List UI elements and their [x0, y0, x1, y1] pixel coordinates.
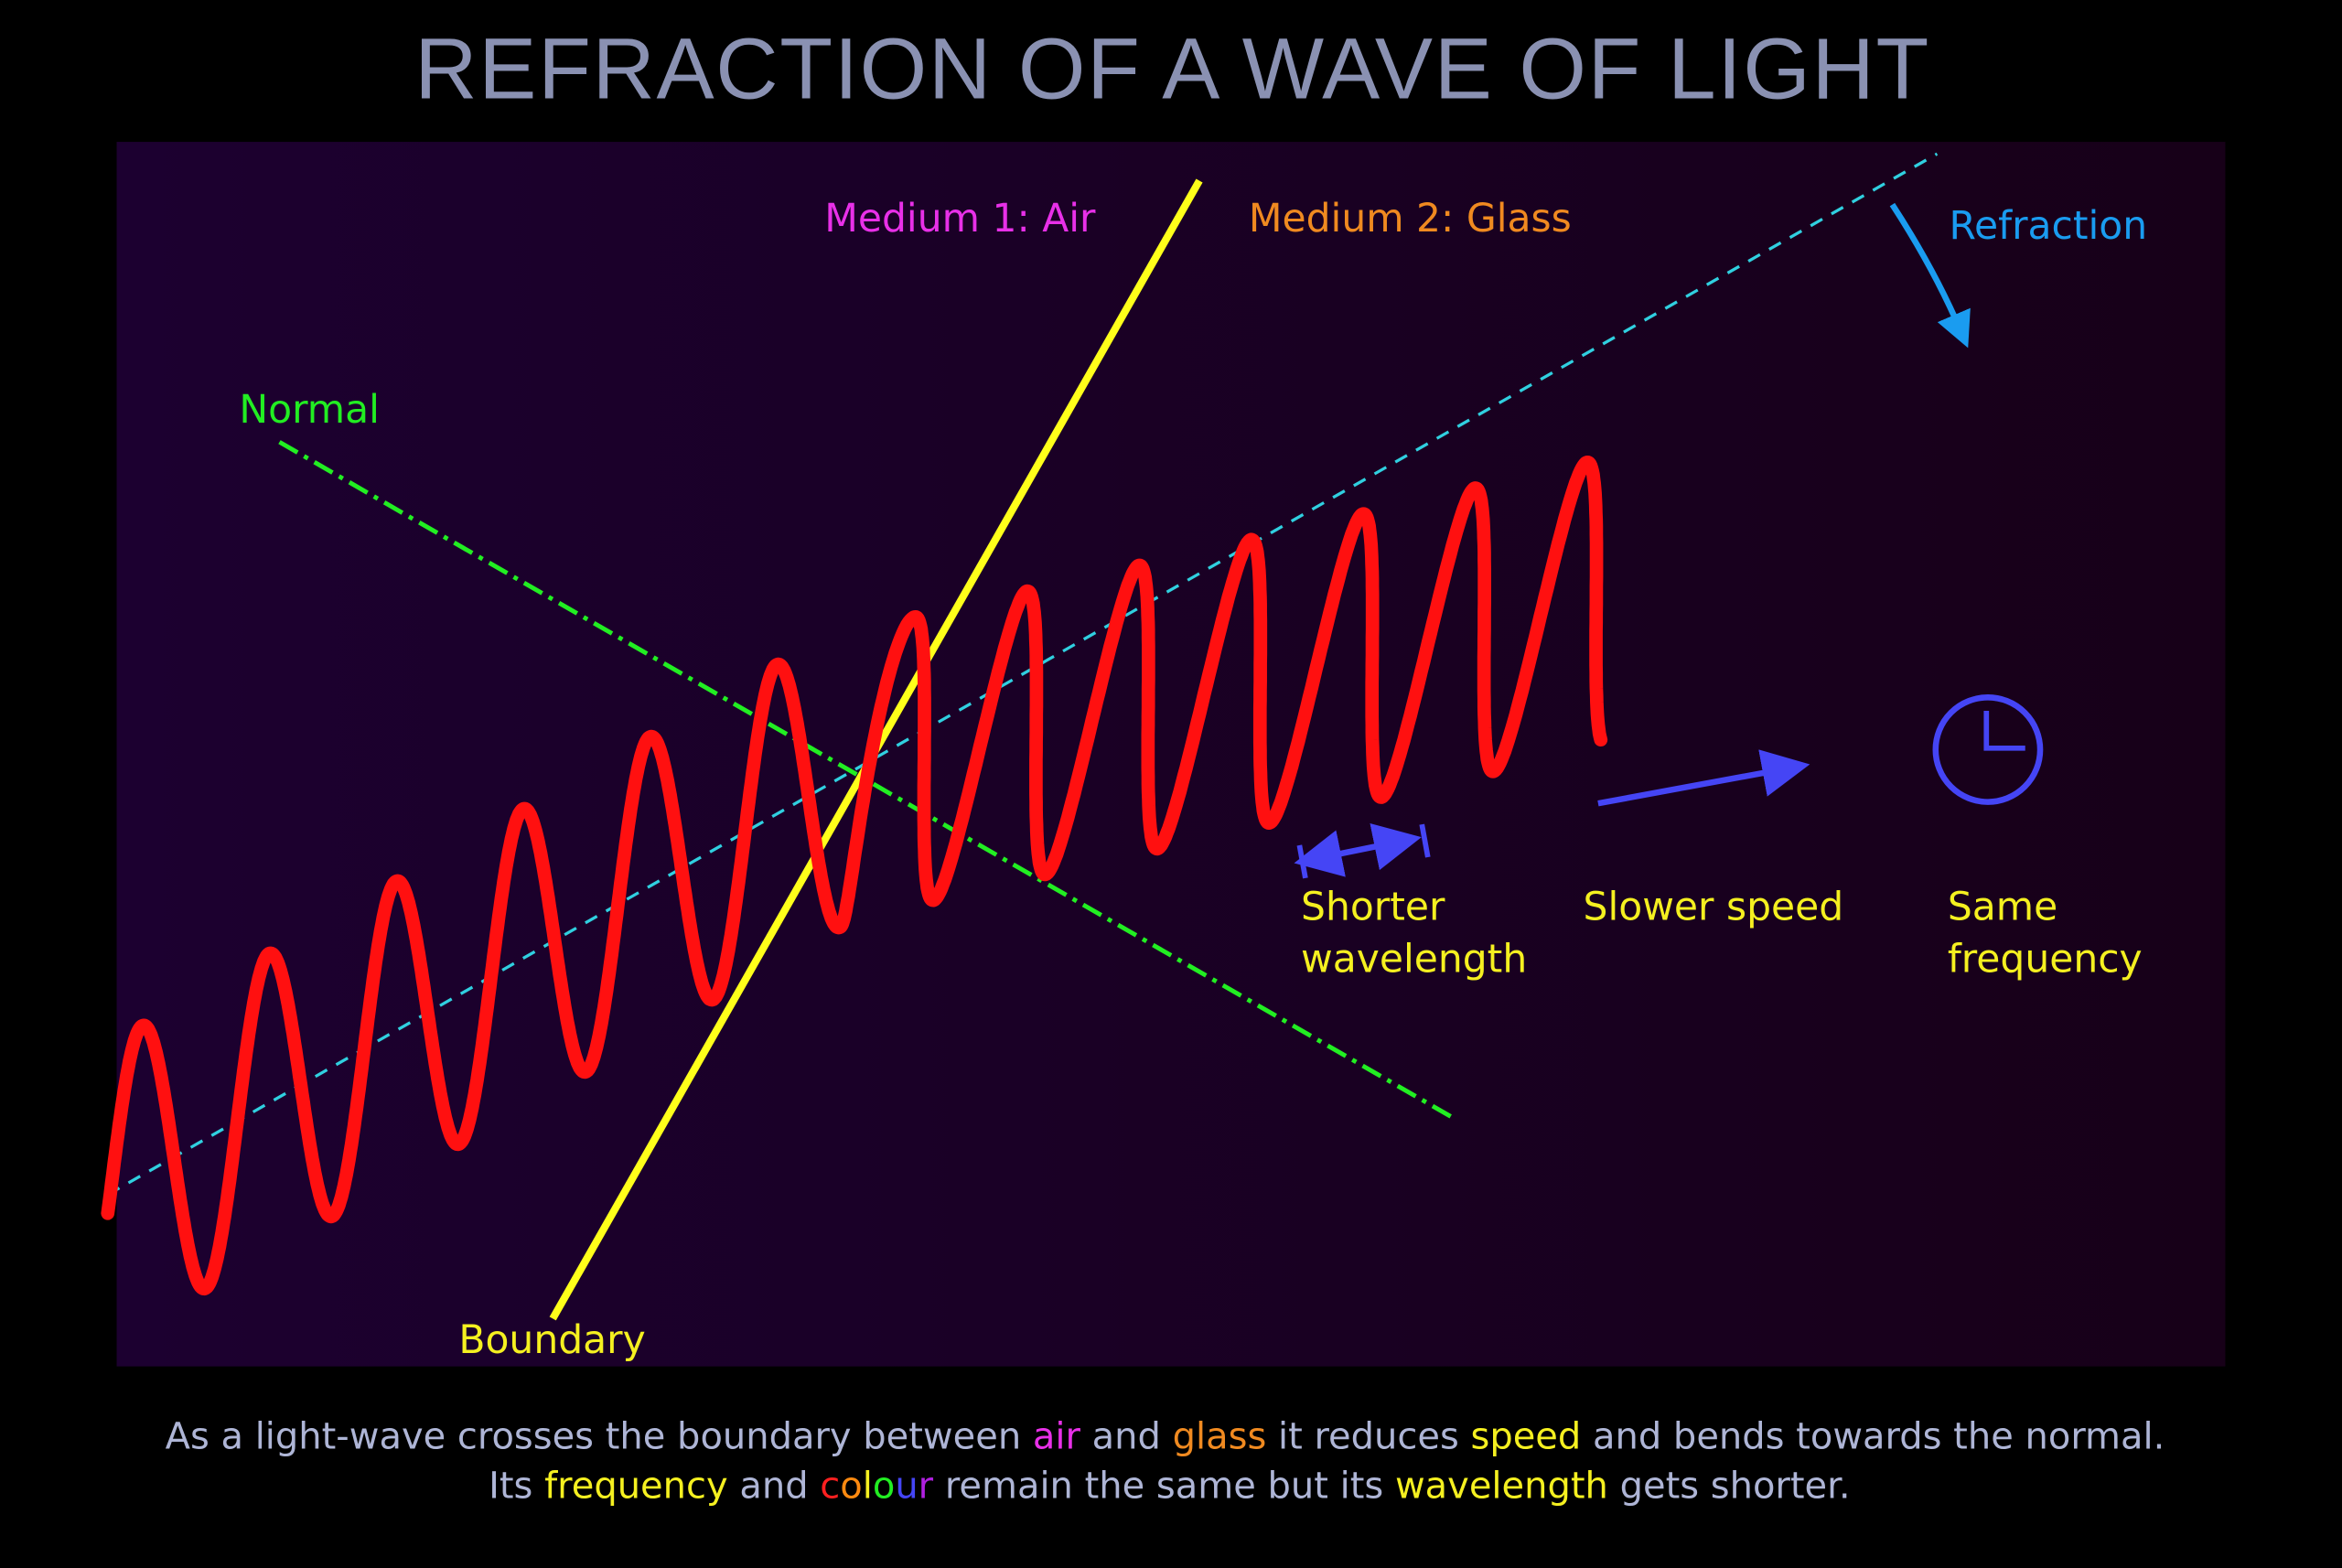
- curved-arrow-icon: [1889, 202, 1971, 349]
- caption-glass: glass: [1173, 1415, 1267, 1457]
- propagation-axis: [106, 152, 1939, 1197]
- caption-text: As a light-wave crosses the boundary bet…: [166, 1415, 1033, 1457]
- caption-text: remain the same but its: [933, 1465, 1395, 1507]
- medium-1-label: Medium 1: Air: [824, 197, 1096, 242]
- caption-colour-r: r: [919, 1465, 934, 1507]
- caption-text: Its: [489, 1465, 544, 1507]
- caption-colour-o: o: [840, 1465, 862, 1507]
- shorter-wavelength-label-1: Shorter: [1301, 886, 1445, 930]
- boundary-label: Boundary: [458, 1318, 645, 1363]
- caption-text: and: [1080, 1415, 1173, 1457]
- normal-label: Normal: [239, 388, 380, 433]
- refraction-label: Refraction: [1949, 204, 2147, 249]
- light-wave: [101, 456, 1608, 1296]
- caption-text: and bends towards the normal.: [1581, 1415, 2165, 1457]
- shorter-wavelength-label-2: wavelength: [1301, 938, 1527, 983]
- same-frequency-label-2: frequency: [1948, 938, 2143, 983]
- caption-frequency: frequency: [544, 1465, 728, 1507]
- caption-air: air: [1033, 1415, 1081, 1457]
- medium-2-label: Medium 2: Glass: [1249, 197, 1572, 242]
- double-arrow-icon: [1294, 822, 1431, 879]
- caption-speed: speed: [1471, 1415, 1582, 1457]
- page-title: REFRACTION OF A WAVE OF LIGHT: [414, 21, 1930, 118]
- caption-colour-l: l: [863, 1465, 873, 1507]
- caption-text: and: [728, 1465, 821, 1507]
- clock-icon: [1932, 694, 2044, 805]
- same-frequency-label-1: Same: [1948, 886, 2057, 930]
- diagram-panel: [116, 142, 2226, 1367]
- caption-text: it reduces: [1266, 1415, 1470, 1457]
- slower-speed-label: Slower speed: [1584, 886, 1844, 930]
- arrow-right-icon: [1597, 749, 1810, 807]
- caption-colour-u: u: [895, 1465, 918, 1507]
- caption-colour-c: c: [820, 1465, 840, 1507]
- caption-line-2: Its frequency and colour remain the same…: [489, 1465, 1851, 1507]
- caption-text: gets shorter.: [1608, 1465, 1851, 1507]
- caption-line-1: As a light-wave crosses the boundary bet…: [166, 1415, 2165, 1457]
- caption-colour-o: o: [873, 1465, 895, 1507]
- caption-wavelength: wavelength: [1395, 1465, 1608, 1507]
